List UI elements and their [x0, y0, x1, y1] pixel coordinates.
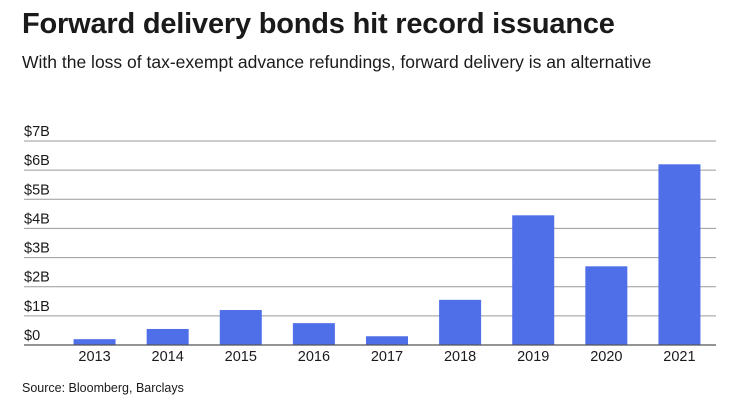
- chart-title: Forward delivery bonds hit record issuan…: [22, 8, 615, 40]
- bar-2014: [146, 328, 189, 345]
- chart-subtitle: With the loss of tax-exempt advance refu…: [22, 52, 652, 72]
- x-tick-label: 2020: [590, 349, 622, 365]
- y-tick-label: $0: [24, 328, 40, 344]
- x-tick-label: 2018: [444, 349, 476, 365]
- bar-2018: [439, 299, 482, 345]
- bar-2021: [658, 164, 701, 345]
- bar-2020: [585, 266, 628, 345]
- bar-2019: [512, 215, 555, 345]
- x-tick-label: 2017: [371, 349, 403, 365]
- bar-2013: [73, 339, 116, 345]
- y-tick-label: $3B: [24, 241, 50, 257]
- x-tick-label: 2016: [298, 349, 330, 365]
- y-tick-label: $2B: [24, 270, 50, 286]
- bar-2016: [292, 323, 335, 345]
- y-tick-label: $6B: [24, 153, 50, 169]
- x-tick-label: 2015: [225, 349, 257, 365]
- y-tick-label: $4B: [24, 211, 50, 227]
- bars: [73, 164, 701, 345]
- y-tick-label: $5B: [24, 182, 50, 198]
- x-tick-label: 2021: [663, 349, 695, 365]
- tick-labels: $0 $1B $2B $3B $4B $5B $6B $7B 2013 2014 2015 2016 2…: [24, 124, 696, 365]
- bar-2017: [366, 336, 408, 345]
- x-tick-label: 2014: [152, 349, 184, 365]
- x-tick-label: 2013: [78, 349, 110, 365]
- y-tick-label: $1B: [24, 299, 50, 315]
- bar-2015: [219, 310, 262, 345]
- x-tick-label: 2019: [517, 349, 549, 365]
- y-tick-label: $7B: [24, 124, 50, 140]
- source-note: Source: Bloomberg, Barclays: [22, 381, 184, 395]
